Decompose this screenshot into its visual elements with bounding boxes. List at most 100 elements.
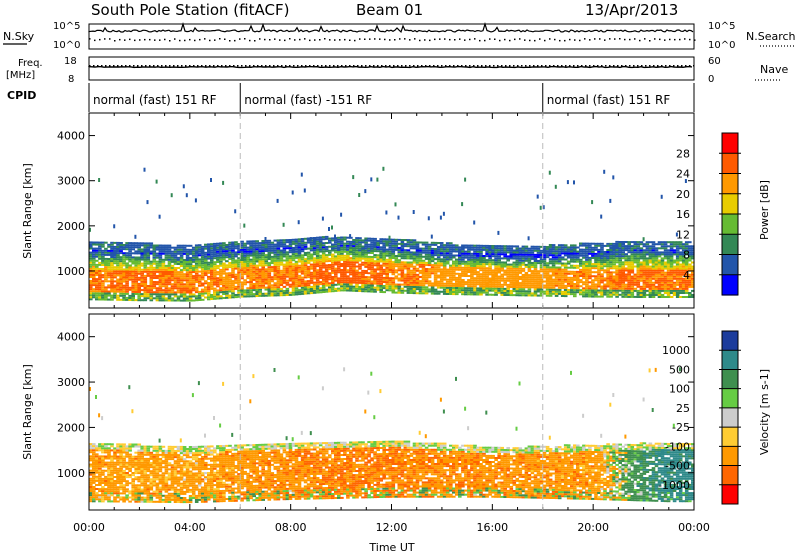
power-cell [382, 248, 386, 251]
power-cell [213, 257, 217, 260]
power-cell [594, 252, 598, 255]
power-cell [409, 245, 414, 248]
noise-search-point [174, 38, 176, 40]
power-cell [494, 249, 498, 252]
power-cell [606, 277, 610, 280]
power-cell [309, 267, 314, 270]
power-cell [98, 284, 102, 287]
power-cell [409, 273, 414, 276]
power-cell [660, 279, 665, 282]
noise-search-point [479, 39, 481, 42]
power-cell [158, 254, 163, 257]
power-cell [204, 259, 208, 262]
power-cell [216, 242, 220, 245]
power-cell [131, 274, 135, 277]
power-cell [503, 255, 507, 258]
power-cell [539, 245, 544, 248]
power-cell [491, 261, 495, 264]
noise-search-point [569, 38, 571, 41]
power-cell [430, 272, 435, 275]
power-cell [119, 292, 123, 295]
power-cell [173, 281, 178, 284]
power-cell [597, 279, 601, 282]
power-cell [406, 261, 411, 264]
power-cell [424, 272, 429, 275]
power-cell [179, 273, 184, 276]
power-cell [149, 244, 154, 247]
power-cell [152, 252, 157, 255]
power-cell [122, 252, 126, 255]
power-cell [204, 288, 208, 291]
power-cell [663, 285, 668, 288]
power-cell [225, 290, 229, 293]
power-cell [639, 271, 644, 274]
power-cell [455, 272, 459, 275]
power-cell [300, 272, 305, 275]
power-cell [663, 263, 668, 266]
power-cell [312, 273, 317, 276]
power-cell [455, 266, 459, 269]
power-cell [618, 257, 622, 260]
power-cell [588, 261, 592, 263]
power-cell [548, 262, 553, 265]
power-cell [340, 269, 344, 271]
power-cell [639, 247, 644, 250]
power-cell [482, 261, 486, 264]
power-cell [591, 275, 595, 278]
power-cell [197, 299, 202, 301]
nave-point [453, 65, 455, 67]
power-cell [582, 260, 586, 263]
power-cell [482, 269, 486, 272]
power-cell [530, 253, 535, 256]
power-cell [412, 273, 417, 276]
power-cell [663, 281, 668, 284]
power-cell [476, 252, 480, 255]
power-cell [467, 244, 471, 247]
noise-search-point [214, 39, 216, 41]
power-cell [639, 257, 644, 260]
power-cell [231, 253, 235, 256]
power-cell [337, 255, 341, 258]
power-cell [557, 278, 562, 281]
power-cell [149, 279, 154, 281]
power-cell [89, 290, 93, 293]
power-cell [548, 260, 553, 263]
power-cell [194, 254, 199, 257]
power-cell [243, 279, 247, 282]
power-cell [436, 262, 441, 265]
power-cell [476, 291, 480, 294]
power-cell [430, 286, 435, 289]
power-cell [455, 287, 459, 289]
power-cell [449, 246, 453, 249]
power-cell [300, 278, 305, 281]
power-cell [515, 277, 520, 280]
power-cell [340, 254, 344, 257]
power-cell [464, 287, 468, 290]
power-cell [240, 265, 244, 268]
power-cell [219, 270, 223, 273]
power-cell [285, 294, 290, 296]
power-cell [191, 248, 196, 251]
power-cell [606, 261, 610, 264]
power-cell [318, 244, 323, 247]
power-cell [200, 270, 205, 273]
power-cell [179, 295, 184, 298]
power-cell [591, 242, 595, 245]
power-cell [585, 279, 589, 282]
power-cell [113, 252, 117, 254]
power-cell [355, 279, 359, 282]
power-cell [503, 294, 507, 296]
power-cell [297, 266, 302, 269]
power-cell [140, 258, 144, 261]
power-cell [669, 261, 674, 264]
power-cell [194, 258, 199, 261]
power-cell [551, 264, 556, 267]
power-cell [309, 265, 314, 268]
power-cell [548, 292, 553, 295]
power-cell [228, 284, 232, 287]
power-cell [424, 241, 429, 244]
power-cell [566, 270, 571, 273]
power-cell [430, 258, 435, 260]
power-cell [352, 255, 356, 258]
power-cell [285, 241, 290, 244]
